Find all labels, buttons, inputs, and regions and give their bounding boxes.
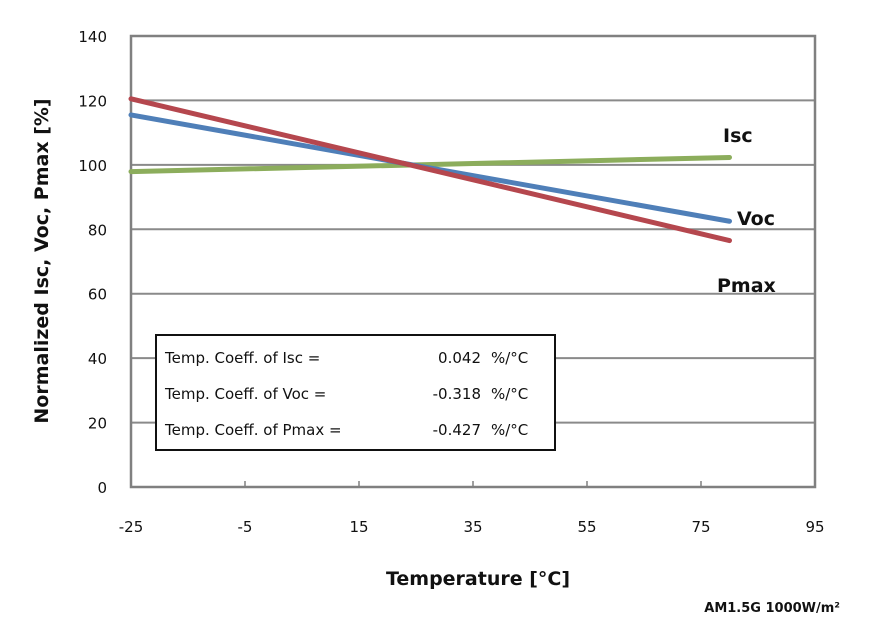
series-lines <box>128 96 732 244</box>
y-tick-label: 100 <box>78 157 107 175</box>
coefficient-label: Temp. Coeff. of Isc = <box>165 349 321 367</box>
coefficient-row-voc: Temp. Coeff. of Voc = -0.318 %/°C <box>165 376 546 412</box>
coefficient-label: Temp. Coeff. of Pmax = <box>165 421 342 439</box>
coefficients-box: Temp. Coeff. of Isc = 0.042 %/°C Temp. C… <box>155 334 556 451</box>
y-tick-label: 0 <box>97 479 107 497</box>
y-tick-label: 60 <box>88 286 107 304</box>
x-axis-title: Temperature [°C] <box>386 568 570 590</box>
y-tick-label: 40 <box>88 350 107 368</box>
x-tick-label: -5 <box>238 518 253 536</box>
y-tick-label: 20 <box>88 415 107 433</box>
series-label-voc: Voc <box>737 208 775 230</box>
x-axis-ticks: -25 -5 15 35 55 75 95 <box>119 481 825 536</box>
x-tick-label: 95 <box>805 518 824 536</box>
coefficient-value: -0.318 <box>432 385 481 403</box>
coefficient-value: 0.042 <box>438 349 481 367</box>
coefficient-unit: %/°C <box>491 421 529 439</box>
x-tick-label: 75 <box>691 518 710 536</box>
y-axis-ticks: 0 20 40 60 80 100 120 140 <box>78 28 107 497</box>
x-tick-label: 15 <box>349 518 368 536</box>
x-tick-label: 55 <box>577 518 596 536</box>
x-tick-label: 35 <box>463 518 482 536</box>
y-tick-label: 120 <box>78 92 107 110</box>
series-labels: Isc Voc Pmax <box>717 125 776 297</box>
series-label-pmax: Pmax <box>717 275 776 297</box>
series-line-pmax <box>128 96 732 244</box>
y-tick-label: 140 <box>78 28 107 46</box>
coefficient-row-isc: Temp. Coeff. of Isc = 0.042 %/°C <box>165 340 546 376</box>
coefficient-row-pmax: Temp. Coeff. of Pmax = -0.427 %/°C <box>165 412 546 448</box>
coefficient-label: Temp. Coeff. of Voc = <box>165 385 327 403</box>
condition-note: AM1.5G 1000W/m² <box>704 601 840 616</box>
coefficient-unit: %/°C <box>491 349 529 367</box>
series-label-isc: Isc <box>723 125 753 147</box>
y-axis-title: Normalized Isc, Voc, Pmax [%] <box>31 98 53 423</box>
y-tick-label: 80 <box>88 221 107 239</box>
coefficient-unit: %/°C <box>491 385 529 403</box>
series-line-isc <box>128 154 732 175</box>
x-tick-label: -25 <box>119 518 144 536</box>
coefficient-value: -0.427 <box>432 421 481 439</box>
